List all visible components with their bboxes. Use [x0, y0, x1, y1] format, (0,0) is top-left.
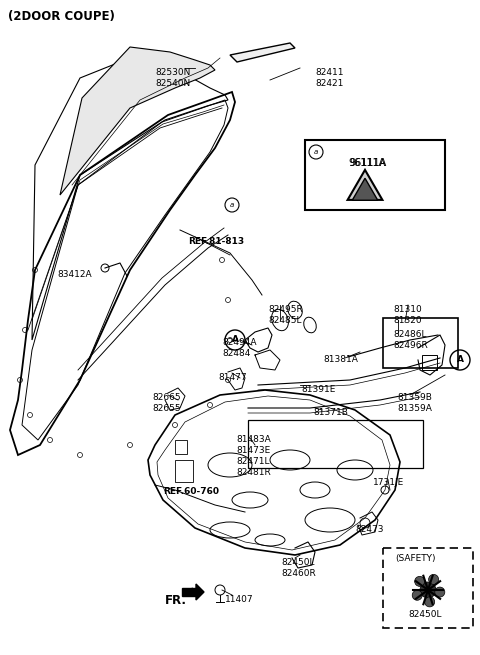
Circle shape: [429, 574, 439, 584]
Text: 96111A: 96111A: [348, 158, 385, 168]
Text: 81391E: 81391E: [301, 385, 336, 394]
Text: 81477: 81477: [218, 373, 247, 382]
Polygon shape: [348, 170, 383, 200]
Text: 83412A: 83412A: [57, 270, 92, 279]
Text: REF.81-813: REF.81-813: [188, 237, 244, 246]
Text: 82450L: 82450L: [408, 610, 442, 619]
Text: REF.60-760: REF.60-760: [163, 487, 219, 496]
Text: 81381A: 81381A: [323, 355, 358, 364]
Bar: [422, 355, 437, 370]
Polygon shape: [60, 47, 215, 195]
Circle shape: [412, 590, 422, 600]
Polygon shape: [230, 43, 295, 62]
Bar: [305, 140, 445, 210]
Circle shape: [420, 582, 436, 598]
Bar: [383, 548, 473, 628]
Polygon shape: [196, 584, 204, 600]
Circle shape: [415, 576, 425, 586]
Bar: [383, 318, 458, 368]
Text: 11407: 11407: [225, 595, 253, 604]
Bar: [175, 440, 187, 454]
Text: 81359B
81359A: 81359B 81359A: [397, 393, 432, 413]
Text: 82486L
82496R: 82486L 82496R: [393, 330, 428, 350]
Text: 81310
81320: 81310 81320: [393, 305, 422, 325]
Polygon shape: [352, 178, 378, 200]
Text: A: A: [456, 356, 464, 364]
Text: 81371B: 81371B: [313, 408, 348, 417]
Circle shape: [435, 587, 445, 597]
Text: 82450L
82460R: 82450L 82460R: [281, 558, 316, 578]
Polygon shape: [182, 588, 196, 596]
Text: 96111A: 96111A: [349, 158, 386, 168]
Text: 82494A
82484: 82494A 82484: [222, 338, 256, 358]
Bar: [248, 420, 423, 468]
Text: (2DOOR COUPE): (2DOOR COUPE): [8, 10, 115, 23]
Text: (SAFETY): (SAFETY): [395, 554, 435, 563]
Text: 82530N
82540N: 82530N 82540N: [155, 68, 191, 88]
Bar: [175, 460, 193, 482]
Text: A: A: [231, 335, 239, 345]
Circle shape: [425, 597, 435, 607]
Text: 82411
82421: 82411 82421: [315, 68, 344, 88]
Text: a: a: [230, 202, 234, 208]
Text: FR.: FR.: [165, 594, 187, 607]
Text: 82495R
82485L: 82495R 82485L: [268, 305, 303, 325]
Text: 1731JE: 1731JE: [373, 478, 404, 487]
Text: 82473: 82473: [355, 525, 384, 534]
Text: a: a: [314, 149, 318, 155]
Text: 81483A
81473E
82471L
82481R: 81483A 81473E 82471L 82481R: [236, 435, 271, 477]
Text: 82665
82655: 82665 82655: [152, 393, 180, 413]
